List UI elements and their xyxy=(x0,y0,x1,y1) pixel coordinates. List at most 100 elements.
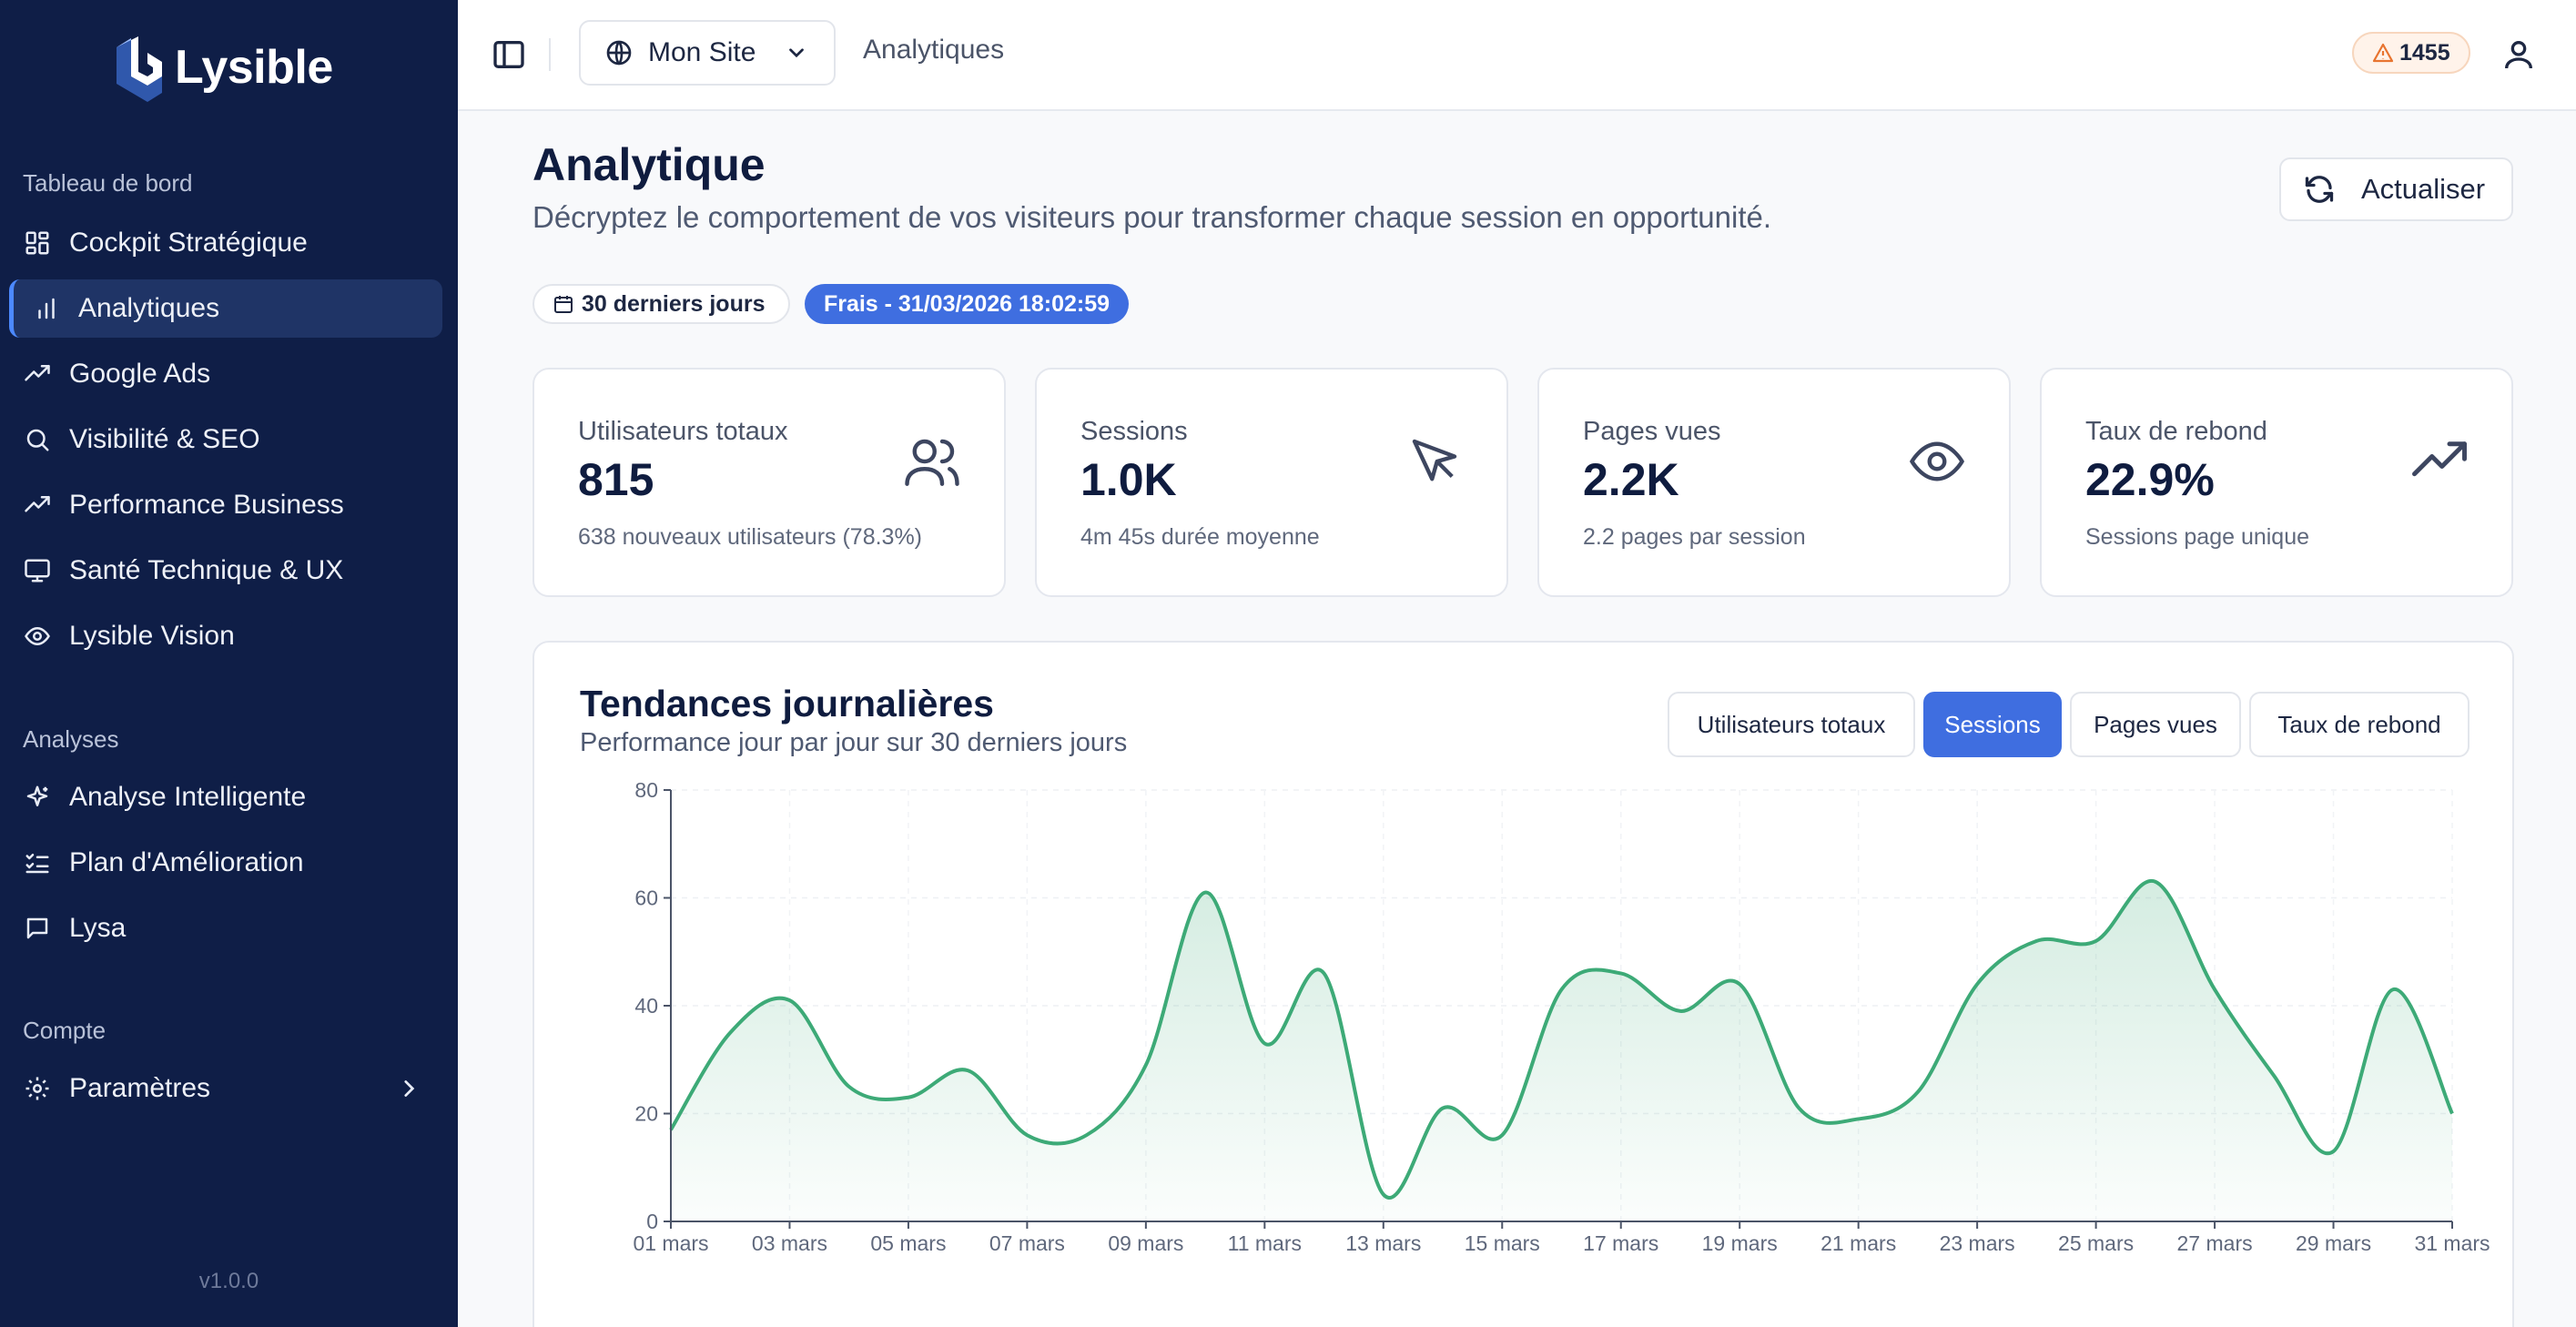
stat-label: Utilisateurs totaux xyxy=(578,417,788,446)
x-tick-label: 13 mars xyxy=(1345,1231,1421,1255)
sidebar-item-visibilite-seo[interactable]: Visibilité & SEO xyxy=(9,410,442,469)
sidebar-item-label: Performance Business xyxy=(69,490,344,520)
trending-up-icon xyxy=(25,365,50,381)
gear-icon xyxy=(25,1077,49,1100)
page-title: Analytique xyxy=(532,139,766,190)
sidebar-item-sante-technique[interactable]: Santé Technique & UX xyxy=(9,542,442,600)
tab-pageviews[interactable]: Pages vues xyxy=(2070,692,2241,757)
stat-value: 22.9% xyxy=(2085,454,2215,505)
stat-card-bounce-rate: Taux de rebond 22.9% Sessions page uniqu… xyxy=(2040,368,2513,597)
calendar-icon xyxy=(554,296,573,313)
x-tick-label: 11 mars xyxy=(1228,1231,1302,1255)
sidebar-item-label: Cockpit Stratégique xyxy=(69,228,308,258)
stat-card-pageviews: Pages vues 2.2K 2.2 pages par session xyxy=(1537,368,2011,597)
sidebar-item-label: Analyse Intelligente xyxy=(69,782,307,812)
chart-subtitle: Performance jour par jour sur 30 dernier… xyxy=(580,728,1128,757)
x-tick-label: 07 mars xyxy=(989,1231,1065,1255)
sidebar-item-label: Google Ads xyxy=(69,359,211,389)
cursor-icon xyxy=(1412,439,1457,481)
x-tick-label: 19 mars xyxy=(1702,1231,1778,1255)
brand-logo[interactable]: Lysible xyxy=(111,31,333,104)
dashboard-grid-icon xyxy=(25,231,49,255)
sidebar-item-analytiques[interactable]: Analytiques xyxy=(9,279,442,338)
sidebar-item-plan-amelioration[interactable]: Plan d'Amélioration xyxy=(9,834,442,892)
site-selector[interactable]: Mon Site xyxy=(579,20,836,86)
stat-subtext: 2.2 pages par session xyxy=(1583,524,1806,550)
sidebar-item-parametres[interactable]: Paramètres xyxy=(9,1059,442,1118)
globe-icon xyxy=(606,40,632,66)
trending-up-icon xyxy=(2412,441,2467,477)
sidebar-item-performance-business[interactable]: Performance Business xyxy=(9,476,442,534)
search-icon xyxy=(26,429,49,451)
topbar-divider xyxy=(549,38,551,71)
brand-name: Lysible xyxy=(175,41,333,94)
series-line xyxy=(669,879,2454,1200)
sidebar: Lysible Tableau de bord Cockpit Stratégi… xyxy=(0,0,458,1327)
x-tick-label: 23 mars xyxy=(1940,1231,2015,1255)
sidebar-toggle-icon[interactable] xyxy=(491,36,527,73)
x-tick-label: 01 mars xyxy=(633,1231,708,1255)
monitor-icon xyxy=(25,559,50,582)
chevron-right-icon xyxy=(404,1080,415,1097)
x-tick-label: 25 mars xyxy=(2058,1231,2134,1255)
chevron-down-icon xyxy=(789,48,804,58)
sidebar-item-label: Plan d'Amélioration xyxy=(69,847,304,877)
y-tick-label: 60 xyxy=(634,886,658,910)
sidebar-item-label: Analytiques xyxy=(78,293,220,323)
refresh-icon xyxy=(2305,176,2334,203)
user-icon[interactable] xyxy=(2500,36,2537,73)
stat-value: 1.0K xyxy=(1080,454,1177,505)
page-subtitle: Décryptez le comportement de vos visiteu… xyxy=(532,200,1772,234)
tab-bounce-rate[interactable]: Taux de rebond xyxy=(2249,692,2470,757)
chart-title: Tendances journalières xyxy=(580,683,994,724)
sparkles-icon xyxy=(26,785,48,806)
lysible-logo-icon xyxy=(117,36,162,102)
sidebar-item-google-ads[interactable]: Google Ads xyxy=(9,345,442,403)
warning-icon xyxy=(2372,43,2394,63)
x-tick-label: 27 mars xyxy=(2177,1231,2253,1255)
refresh-button[interactable]: Actualiser xyxy=(2279,157,2513,221)
x-tick-label: 03 mars xyxy=(752,1231,827,1255)
sidebar-item-label: Lysible Vision xyxy=(69,621,235,651)
section-label-compte: Compte xyxy=(23,1017,106,1044)
users-icon xyxy=(905,439,959,486)
breadcrumb: Analytiques xyxy=(863,35,1005,65)
section-label-analyses: Analyses xyxy=(23,725,119,753)
tab-users[interactable]: Utilisateurs totaux xyxy=(1668,692,1915,757)
section-label-dashboard: Tableau de bord xyxy=(23,169,193,197)
daily-trends-panel: Tendances journalières Performance jour … xyxy=(532,641,2514,1327)
period-chip[interactable]: 30 derniers jours xyxy=(532,284,790,324)
trending-up-icon xyxy=(25,496,50,512)
x-tick-label: 17 mars xyxy=(1583,1231,1658,1255)
stat-label: Pages vues xyxy=(1583,417,1721,446)
sidebar-item-lysa[interactable]: Lysa xyxy=(9,899,442,957)
sessions-area-chart: 0 20 40 60 80 01 mars 03 mars 05 mars 07 mars 09 … xyxy=(633,778,2490,1255)
alerts-badge[interactable]: 1455 xyxy=(2352,32,2470,74)
freshness-badge: Frais - 31/03/2026 18:02:59 xyxy=(805,284,1129,324)
sidebar-item-label: Lysa xyxy=(69,913,127,943)
stat-value: 815 xyxy=(578,454,654,505)
x-tick-label: 21 mars xyxy=(1820,1231,1896,1255)
sidebar-item-cockpit[interactable]: Cockpit Stratégique xyxy=(9,214,442,272)
stat-subtext: Sessions page unique xyxy=(2085,524,2310,550)
stat-label: Taux de rebond xyxy=(2085,417,2267,446)
x-tick-label: 05 mars xyxy=(870,1231,946,1255)
stat-subtext: 4m 45s durée moyenne xyxy=(1080,524,1320,550)
app-version: v1.0.0 xyxy=(198,1269,259,1293)
alerts-count: 1455 xyxy=(2399,39,2450,66)
sidebar-item-lysible-vision[interactable]: Lysible Vision xyxy=(9,607,442,665)
stat-label: Sessions xyxy=(1080,417,1188,446)
x-tick-label: 09 mars xyxy=(1108,1231,1183,1255)
stat-value: 2.2K xyxy=(1583,454,1679,505)
y-tick-label: 80 xyxy=(634,778,658,802)
sidebar-item-label: Santé Technique & UX xyxy=(69,555,344,585)
series-area xyxy=(671,880,2452,1221)
x-tick-label: 29 mars xyxy=(2296,1231,2371,1255)
checklist-icon xyxy=(25,854,49,874)
sidebar-item-analyse-intelligente[interactable]: Analyse Intelligente xyxy=(9,768,442,826)
tab-sessions[interactable]: Sessions xyxy=(1923,692,2062,757)
top-bar: Mon Site Analytiques 1455 xyxy=(458,0,2576,111)
x-tick-label: 15 mars xyxy=(1465,1231,1540,1255)
y-tick-label: 0 xyxy=(646,1210,658,1233)
stat-subtext: 638 nouveaux utilisateurs (78.3%) xyxy=(578,524,923,550)
